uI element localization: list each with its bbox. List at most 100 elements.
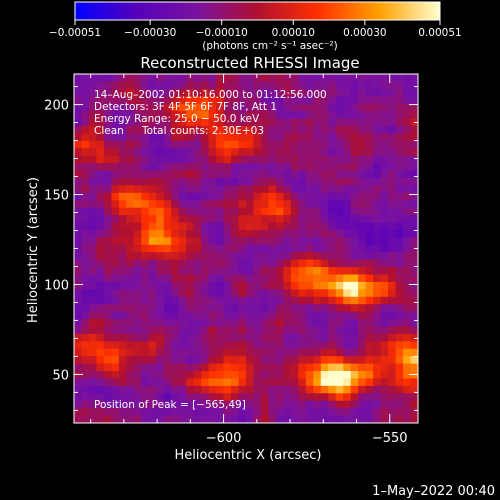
heatmap-cell: [283, 74, 292, 83]
heatmap-cell: [111, 408, 120, 417]
heatmap-cell: [373, 88, 382, 97]
heatmap-cell: [231, 163, 240, 172]
heatmap-cell: [81, 252, 90, 261]
heatmap-cell: [111, 296, 120, 305]
heatmap-cell: [268, 155, 277, 164]
heatmap-cell: [186, 378, 195, 387]
heatmap-cell: [343, 118, 352, 127]
heatmap-cell: [253, 333, 262, 342]
heatmap-cell: [410, 393, 418, 402]
heatmap-cell: [74, 81, 83, 90]
heatmap-cell: [275, 207, 284, 216]
heatmap-cell: [260, 237, 270, 246]
colorbar-tick-label: 0.00051: [418, 27, 461, 39]
heatmap-cell: [358, 111, 367, 120]
heatmap-cell: [163, 415, 172, 423]
heatmap-cell: [81, 103, 90, 112]
heatmap-cell: [320, 267, 329, 276]
heatmap-cell: [88, 111, 98, 120]
heatmap-cell: [171, 259, 180, 268]
heatmap-cell: [96, 415, 105, 423]
heatmap-cell: [358, 125, 367, 135]
heatmap-cell: [275, 393, 284, 402]
heatmap-cell: [171, 304, 180, 313]
heatmap-cell: [163, 74, 172, 83]
heatmap-cell: [186, 281, 195, 290]
heatmap-cell: [111, 385, 120, 394]
heatmap-cell: [163, 267, 172, 276]
heatmap-cell: [126, 311, 135, 320]
heatmap-cell: [275, 229, 284, 238]
heatmap-cell: [231, 111, 240, 120]
heatmap-cell: [403, 274, 412, 283]
heatmap-cell: [388, 408, 397, 417]
heatmap-cell: [103, 274, 112, 283]
heatmap-cell: [268, 356, 277, 365]
heatmap-cell: [298, 378, 307, 387]
heatmap-cell: [88, 96, 98, 105]
heatmap-cell: [298, 118, 307, 127]
heatmap-cell: [365, 192, 374, 201]
heatmap-cell: [88, 88, 98, 97]
heatmap-cell: [260, 177, 270, 186]
heatmap-cell: [193, 111, 202, 120]
heatmap-cell: [403, 415, 412, 423]
heatmap-cell: [388, 185, 397, 194]
heatmap-cell: [358, 88, 367, 97]
x-tick-label: −600: [206, 431, 242, 446]
heatmap-cell: [380, 200, 389, 209]
heatmap-cell: [350, 88, 359, 97]
heatmap-cell: [74, 274, 83, 283]
heatmap-cell: [96, 207, 105, 216]
heatmap-cell: [320, 192, 329, 201]
heatmap-cell: [260, 229, 270, 238]
heatmap-cell: [275, 103, 284, 112]
heatmap-cell: [410, 229, 418, 238]
heatmap-cell: [126, 74, 135, 83]
heatmap-cell: [111, 289, 120, 298]
heatmap-cell: [103, 222, 112, 231]
heatmap-cell: [216, 296, 225, 305]
heatmap-cell: [186, 103, 195, 112]
heatmap-cell: [171, 289, 180, 298]
heatmap-cell: [238, 348, 247, 357]
heatmap-cell: [126, 140, 135, 149]
heatmap-cell: [111, 363, 120, 372]
heatmap-cell: [103, 326, 112, 335]
heatmap-cell: [403, 319, 412, 328]
heatmap-cell: [238, 88, 247, 97]
heatmap-cell: [118, 111, 127, 120]
heatmap-cell: [395, 200, 404, 209]
heatmap-cell: [163, 408, 172, 417]
heatmap-cell: [186, 96, 195, 105]
heatmap-cell: [216, 133, 225, 142]
heatmap-cell: [238, 408, 247, 417]
heatmap-cell: [410, 378, 418, 387]
heatmap-cell: [156, 311, 165, 320]
heatmap-cell: [156, 200, 165, 209]
heatmap-cell: [103, 163, 112, 172]
heatmap-cell: [238, 96, 247, 105]
heatmap-cell: [141, 378, 150, 387]
heatmap-cell: [305, 311, 314, 320]
heatmap-cell: [111, 177, 120, 186]
heatmap-cell: [148, 244, 157, 253]
heatmap-cell: [350, 408, 359, 417]
heatmap-cell: [328, 274, 337, 283]
heatmap-cell: [126, 222, 135, 231]
heatmap-cell: [103, 408, 112, 417]
heatmap-cell: [290, 177, 299, 186]
heatmap-cell: [373, 148, 382, 157]
heatmap-cell: [238, 363, 247, 372]
heatmap-cell: [81, 400, 90, 409]
heatmap-cell: [126, 333, 135, 342]
heatmap-cell: [290, 118, 299, 127]
heatmap-cell: [103, 103, 112, 112]
heatmap-cell: [186, 319, 195, 328]
heatmap-cell: [208, 140, 217, 149]
heatmap-cell: [403, 103, 412, 112]
heatmap-cell: [74, 96, 83, 105]
heatmap-cell: [268, 341, 277, 350]
heatmap-cell: [373, 207, 382, 216]
heatmap-cell: [328, 103, 337, 112]
